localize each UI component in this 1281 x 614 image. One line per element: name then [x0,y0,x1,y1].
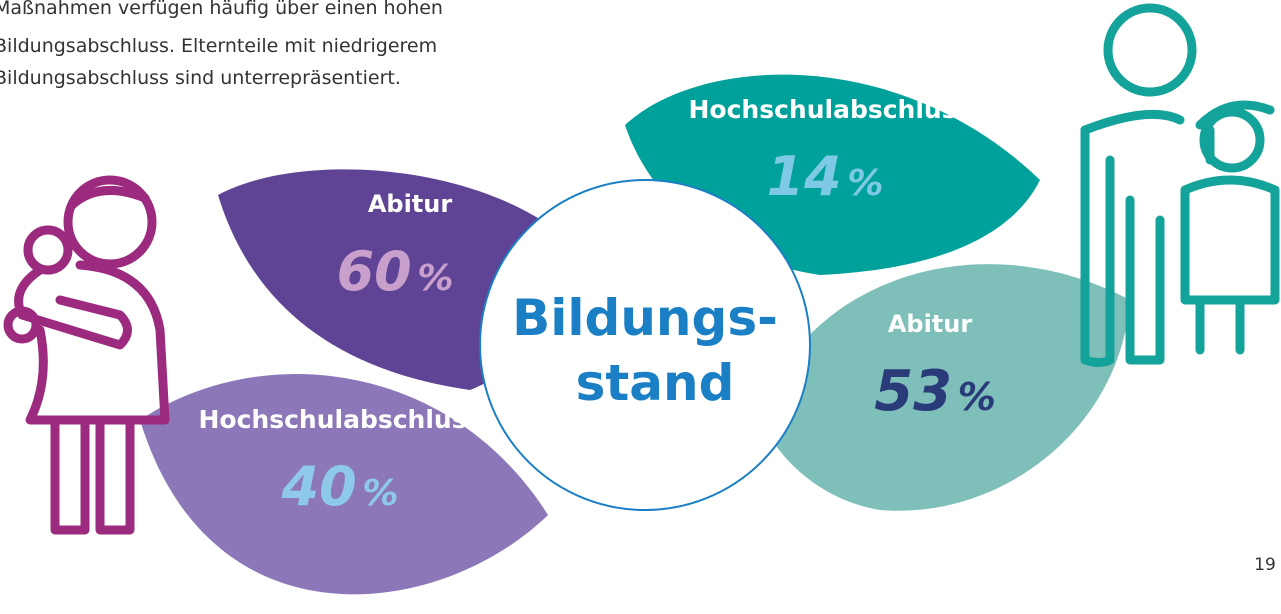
intro-line: Maßnahmen verfügen häufig über einen hoh… [0,0,443,19]
value: 14 % [767,145,884,208]
value: 40 % [281,455,399,518]
label: Hochschulabschluss [199,405,482,434]
center-text: Bildungs- [512,289,778,347]
center-text: stand [576,354,735,412]
value: 60 % [337,240,454,303]
value: 53 % [874,359,996,424]
page-number: 19 [1254,555,1276,575]
leaf [140,374,548,595]
center-circle [479,179,811,511]
label: Hochschulabschluss [689,95,972,124]
leaf [760,264,1130,511]
father-icon [1080,3,1280,367]
label: Abitur [888,310,973,338]
label: Abitur [368,190,453,218]
mother-icon [3,175,170,535]
intro-line: Bildungsabschluss. Elternteile mit niedr… [0,35,437,57]
intro-line: Bildungsabschluss sind unterrepräsentier… [0,67,401,89]
